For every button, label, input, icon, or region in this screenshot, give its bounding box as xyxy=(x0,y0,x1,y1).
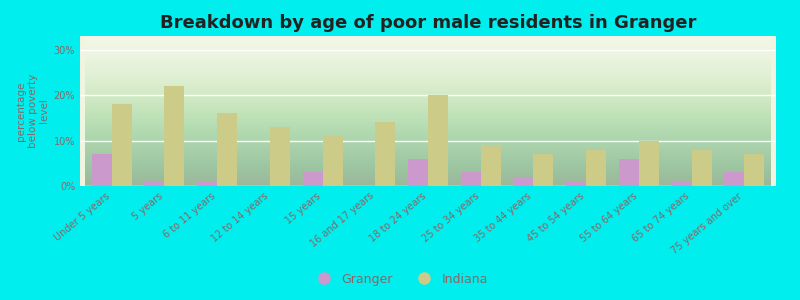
Bar xyxy=(217,113,237,186)
Bar xyxy=(514,177,534,186)
Bar xyxy=(534,154,554,186)
Bar xyxy=(92,154,112,186)
Bar xyxy=(197,182,217,186)
Bar xyxy=(672,182,692,186)
Bar xyxy=(144,182,164,186)
Bar xyxy=(302,172,322,186)
Bar xyxy=(408,159,428,186)
Y-axis label: percentage
below poverty
level: percentage below poverty level xyxy=(16,74,50,148)
Bar xyxy=(461,172,481,186)
Bar xyxy=(586,150,606,186)
Bar xyxy=(322,136,342,186)
Bar xyxy=(375,122,395,186)
Legend: Granger, Indiana: Granger, Indiana xyxy=(306,268,494,291)
Bar xyxy=(566,182,586,186)
Title: Breakdown by age of poor male residents in Granger: Breakdown by age of poor male residents … xyxy=(160,14,696,32)
Bar xyxy=(270,127,290,186)
Bar xyxy=(639,140,659,186)
Bar xyxy=(724,172,744,186)
Bar xyxy=(692,150,712,186)
Bar xyxy=(164,86,184,186)
Bar xyxy=(619,159,639,186)
Bar xyxy=(744,154,765,186)
Bar xyxy=(481,145,501,186)
Bar xyxy=(428,95,448,186)
Bar xyxy=(112,104,132,186)
